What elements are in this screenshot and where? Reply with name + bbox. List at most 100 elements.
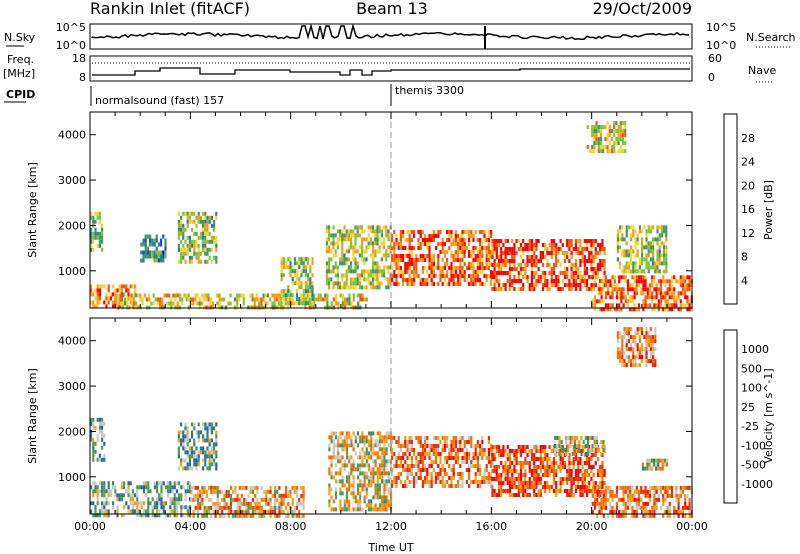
echo-cell [619, 121, 622, 126]
echo-cell [107, 501, 110, 506]
echo-cell [213, 450, 216, 455]
echo-cell [156, 513, 159, 518]
echo-cell [452, 258, 455, 262]
echo-cell [210, 513, 213, 518]
echo-cell [408, 234, 411, 238]
echo-cell [214, 501, 217, 506]
echo-cell [428, 254, 431, 258]
echo-cell [574, 247, 578, 251]
echo-cell [675, 279, 678, 284]
echo-cell [376, 241, 379, 246]
echo-cell [493, 263, 496, 267]
echo-cell [572, 279, 575, 283]
echo-cell [570, 243, 573, 247]
echo-cell [417, 242, 420, 246]
echo-cell [508, 247, 512, 251]
echo-cell [559, 247, 562, 251]
echo-cell [621, 363, 624, 368]
x-tick-label: 00:00 [676, 520, 708, 533]
echo-cell [98, 211, 101, 216]
echo-cell [474, 480, 477, 484]
echo-cell [378, 269, 381, 274]
echo-cell [92, 489, 95, 494]
echo-cell [679, 485, 682, 490]
echo-cell [677, 497, 680, 502]
echo-cell [573, 448, 576, 452]
echo-cell [408, 238, 411, 242]
echo-cell [448, 476, 451, 480]
echo-cell [426, 238, 429, 242]
echo-cell [406, 238, 409, 242]
echo-cell [191, 227, 194, 232]
echo-cell [679, 275, 682, 280]
echo-cell [393, 254, 396, 258]
echo-cell [205, 509, 208, 514]
colorbar-tick-label: -25 [741, 420, 759, 433]
echo-cell [491, 287, 494, 291]
echo-cell [681, 279, 685, 284]
echo-cell [175, 497, 178, 502]
echo-cell [435, 234, 438, 238]
echo-cell [446, 270, 449, 274]
echo-cell [191, 219, 194, 224]
echo-cell [309, 269, 312, 274]
echo-cell [646, 466, 649, 471]
echo-cell [627, 261, 630, 266]
echo-cell [651, 485, 654, 490]
echo-cell [602, 149, 605, 154]
echo-cell [406, 254, 409, 258]
echo-cell [424, 234, 427, 238]
echo-cell [537, 259, 540, 263]
echo-cell [408, 440, 411, 444]
echo-cell [664, 295, 667, 300]
echo-cell [620, 513, 623, 518]
echo-cell [140, 242, 143, 247]
echo-cell [385, 459, 388, 464]
echo-cell [524, 485, 527, 489]
echo-cell [649, 265, 652, 270]
echo-cell [90, 433, 93, 438]
echo-cell [276, 505, 279, 510]
echo-cell [410, 444, 413, 448]
echo-cell [284, 493, 288, 498]
echo-cell [291, 501, 294, 506]
echo-cell [218, 489, 222, 494]
echo-cell [210, 458, 213, 463]
echo-cell [641, 466, 644, 471]
echo-cell [367, 479, 371, 484]
echo-cell [637, 505, 641, 510]
echo-cell [548, 473, 551, 477]
echo-cell [446, 480, 449, 484]
echo-cell [633, 497, 636, 502]
echo-cell [437, 234, 440, 238]
echo-cell [182, 513, 185, 518]
echo-cell [210, 497, 213, 502]
echo-cell [432, 266, 435, 270]
echo-cell [393, 476, 396, 480]
echo-cell [284, 505, 288, 510]
echo-cell [550, 283, 553, 287]
echo-cell [652, 363, 655, 368]
echo-cell [339, 507, 342, 512]
echo-cell [391, 480, 394, 484]
echo-cell [354, 467, 357, 472]
echo-cell [530, 243, 534, 247]
echo-cell [533, 453, 536, 457]
echo-cell [598, 299, 601, 304]
echo-cell [476, 262, 479, 266]
echo-cell [387, 503, 390, 508]
echo-cell [615, 505, 619, 510]
echo-cell [372, 451, 375, 456]
echo-cell [593, 436, 596, 440]
echo-cell [587, 444, 590, 448]
echo-cell [127, 505, 130, 510]
echo-cell [129, 493, 132, 498]
echo-cell [623, 265, 626, 270]
echo-cell [646, 493, 649, 498]
echo-cell [572, 493, 575, 497]
echo-cell [356, 229, 359, 234]
echo-cell [378, 507, 382, 512]
echo-cell [369, 273, 372, 278]
echo-cell [336, 229, 339, 234]
echo-cell [653, 489, 656, 494]
